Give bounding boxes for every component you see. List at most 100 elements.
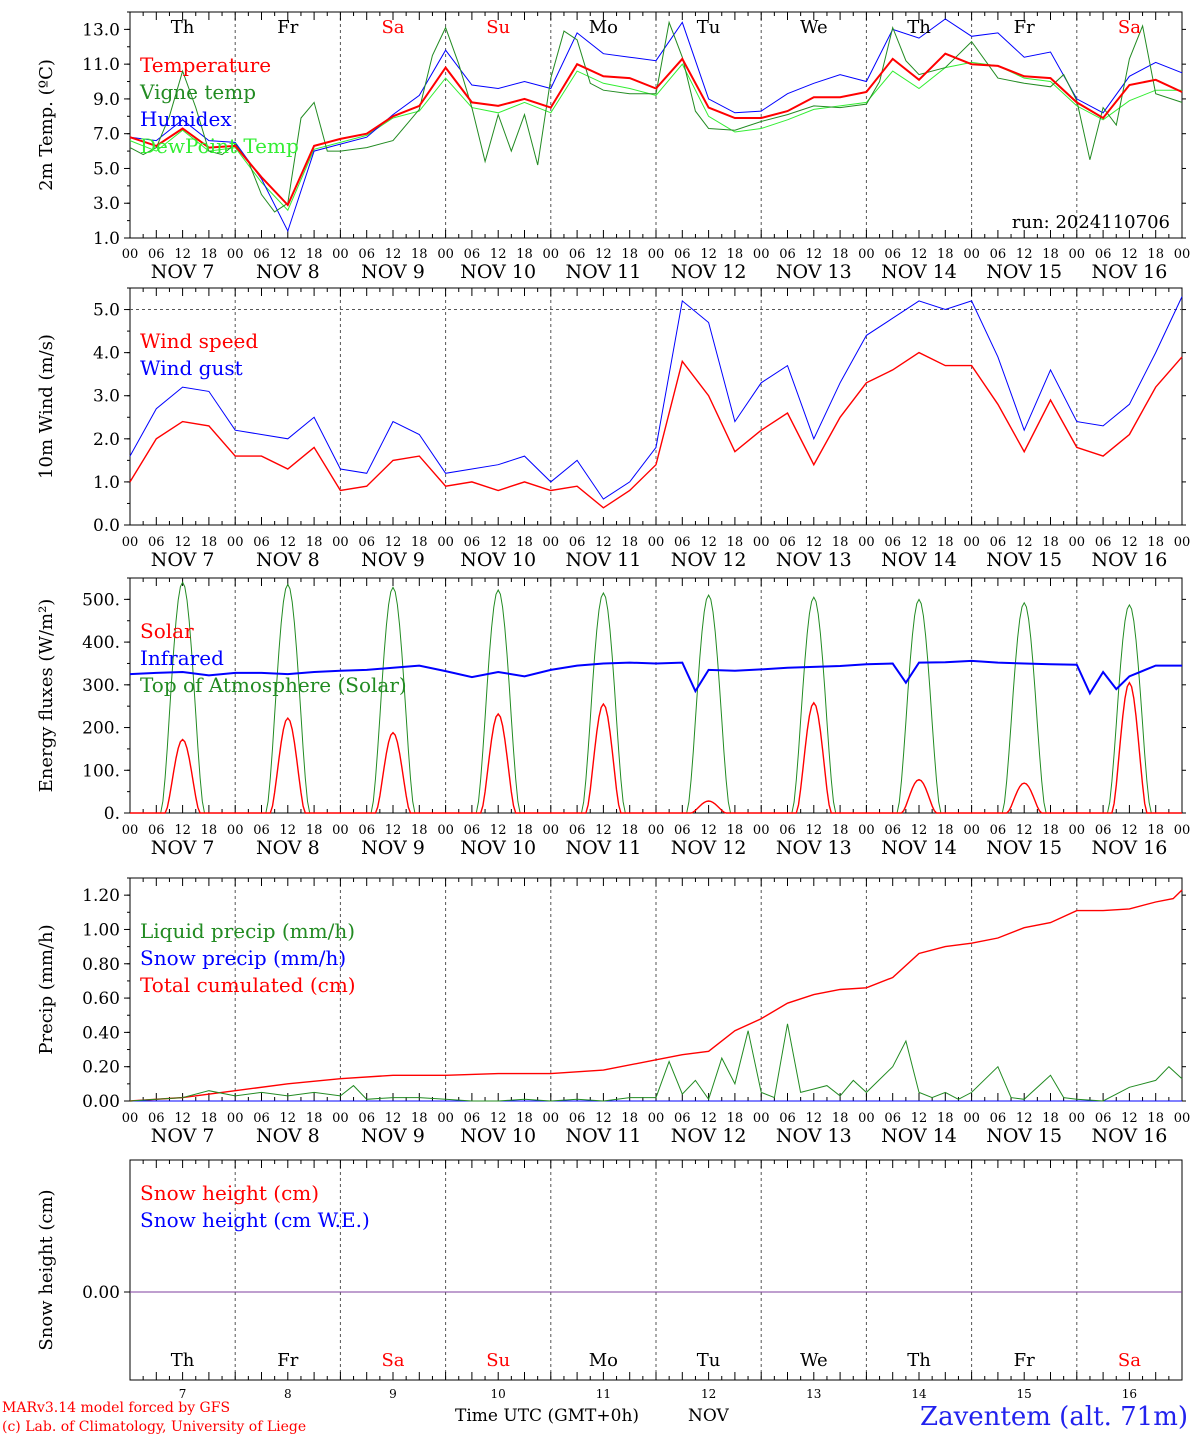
hour-tick-label: 18	[516, 535, 533, 550]
date-label: NOV 14	[881, 837, 957, 859]
day-number-label: 15	[1017, 1387, 1032, 1401]
hour-tick-label: 18	[1147, 1111, 1164, 1126]
hour-tick-label: 18	[306, 535, 323, 550]
y-tick-label: 2.0	[93, 430, 120, 450]
hour-tick-label: 00	[227, 535, 244, 550]
hour-tick-label: 18	[832, 1111, 849, 1126]
weekday-label: Tu	[697, 17, 721, 38]
hour-tick-label: 00	[648, 247, 665, 262]
hour-tick-label: 12	[280, 1111, 297, 1126]
y-tick-label: 5.0	[93, 301, 120, 321]
date-label: NOV 11	[565, 261, 641, 283]
y-tick-label: 1.0	[93, 473, 120, 493]
hour-tick-label: 00	[858, 535, 875, 550]
day-number-label: 12	[701, 1387, 716, 1401]
hour-tick-label: 06	[148, 247, 165, 262]
hour-tick-label: 18	[201, 823, 218, 838]
weekday-label: Fr	[1014, 17, 1035, 38]
y-tick-label: 0.	[104, 804, 120, 824]
hour-tick-label: 06	[884, 247, 901, 262]
hour-tick-label: 12	[806, 823, 823, 838]
date-label: NOV 13	[776, 1125, 852, 1147]
hour-tick-label: 00	[227, 247, 244, 262]
date-label: NOV 10	[460, 1125, 536, 1147]
date-label: NOV 11	[565, 837, 641, 859]
date-label: NOV 15	[986, 261, 1062, 283]
legend-entry: Top of Atmosphere (Solar)	[140, 673, 407, 697]
hour-tick-label: 06	[358, 535, 375, 550]
date-label: NOV 15	[986, 549, 1062, 571]
date-label: NOV 12	[671, 1125, 747, 1147]
hour-tick-label: 18	[937, 535, 954, 550]
hour-tick-label: 06	[569, 823, 586, 838]
hour-tick-label: 12	[385, 535, 402, 550]
series-line-infrared	[129, 659, 1182, 696]
hour-tick-label: 06	[253, 535, 270, 550]
run-annotation: run: 2024110706	[1012, 212, 1170, 233]
date-label: NOV 12	[671, 549, 747, 571]
legend-entry: Temperature	[140, 53, 271, 77]
series-line-wind-speed	[129, 351, 1183, 509]
weekday-label: Tu	[697, 1350, 721, 1371]
hour-tick-label: 18	[1147, 823, 1164, 838]
date-label: NOV 7	[151, 1125, 215, 1147]
hour-tick-label: 00	[437, 535, 454, 550]
hour-tick-label: 12	[174, 535, 191, 550]
hour-tick-label: 18	[1042, 247, 1059, 262]
y-tick-label: 3.0	[93, 387, 120, 407]
date-label: NOV 13	[776, 261, 852, 283]
hour-tick-label: 18	[411, 247, 428, 262]
hour-tick-label: 00	[437, 1111, 454, 1126]
hour-tick-label: 18	[411, 823, 428, 838]
hour-tick-label: 12	[700, 535, 717, 550]
date-label: NOV 9	[361, 549, 425, 571]
date-label: NOV 10	[460, 837, 536, 859]
hour-tick-label: 18	[306, 823, 323, 838]
legend-entry: Humidex	[140, 107, 232, 131]
hour-tick-label: 00	[543, 247, 560, 262]
hour-tick-label: 18	[516, 823, 533, 838]
date-label: NOV 11	[565, 1125, 641, 1147]
hour-tick-label: 00	[753, 1111, 770, 1126]
hour-tick-label: 06	[358, 823, 375, 838]
hour-tick-label: 06	[990, 823, 1007, 838]
hour-tick-label: 06	[253, 1111, 270, 1126]
hour-tick-label: 12	[595, 247, 612, 262]
legend-entry: Snow height (cm W.E.)	[140, 1208, 370, 1232]
y-tick-label: 7.0	[93, 125, 120, 145]
day-number-label: 9	[389, 1387, 397, 1401]
date-label: NOV 8	[256, 261, 320, 283]
hour-tick-label: 00	[122, 535, 139, 550]
hour-tick-label: 06	[990, 247, 1007, 262]
hour-tick-label: 00	[1174, 535, 1191, 550]
hour-tick-label: 00	[122, 1111, 139, 1126]
hour-tick-label: 12	[700, 1111, 717, 1126]
date-label: NOV 16	[1091, 261, 1167, 283]
hour-tick-label: 00	[1069, 247, 1086, 262]
date-label: NOV 9	[361, 837, 425, 859]
y-tick-label: 500.	[82, 590, 120, 610]
hour-tick-label: 00	[1174, 823, 1191, 838]
hour-tick-label: 00	[1069, 823, 1086, 838]
hour-tick-label: 06	[990, 1111, 1007, 1126]
y-tick-label: 300.	[82, 676, 120, 696]
hour-tick-label: 12	[280, 535, 297, 550]
hour-tick-label: 18	[937, 823, 954, 838]
hour-tick-label: 12	[595, 535, 612, 550]
legend-entry: Infrared	[140, 646, 224, 670]
hour-tick-label: 06	[674, 1111, 691, 1126]
weekday-label: Sa	[1118, 17, 1141, 38]
hour-tick-label: 18	[832, 247, 849, 262]
legend-entry: DewPoint Temp	[140, 134, 299, 158]
hour-tick-label: 06	[990, 535, 1007, 550]
hour-tick-label: 00	[332, 1111, 349, 1126]
hour-tick-label: 00	[1174, 1111, 1191, 1126]
hour-tick-label: 06	[674, 247, 691, 262]
lab-credit: (c) Lab. of Climatology, University of L…	[2, 1419, 307, 1435]
date-label: NOV 7	[151, 837, 215, 859]
plot-frame	[129, 287, 1183, 526]
hour-tick-label: 06	[779, 1111, 796, 1126]
hour-tick-label: 12	[490, 535, 507, 550]
weekday-label: Su	[486, 17, 510, 38]
hour-tick-label: 00	[227, 1111, 244, 1126]
